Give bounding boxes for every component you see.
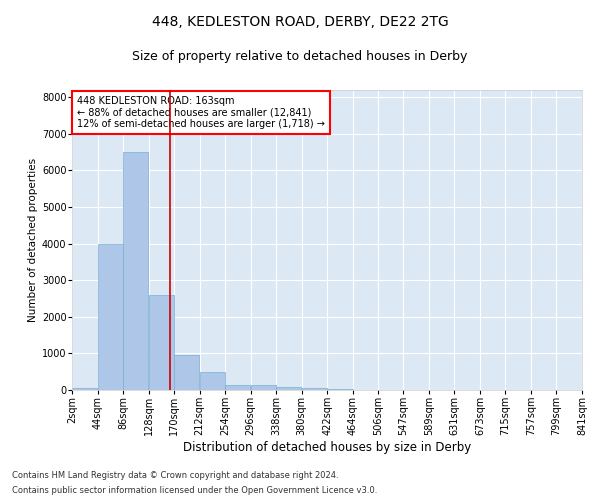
Bar [72,388,97,390]
Text: Contains public sector information licensed under the Open Government Licence v3: Contains public sector information licen… [12,486,377,495]
Bar [123,152,148,390]
Text: Contains HM Land Registry data © Crown copyright and database right 2024.: Contains HM Land Registry data © Crown c… [12,471,338,480]
Text: Size of property relative to detached houses in Derby: Size of property relative to detached ho… [133,50,467,63]
Bar [251,386,276,390]
Bar [200,372,225,390]
Text: 448, KEDLESTON ROAD, DERBY, DE22 2TG: 448, KEDLESTON ROAD, DERBY, DE22 2TG [152,15,448,29]
Text: 448 KEDLESTON ROAD: 163sqm
← 88% of detached houses are smaller (12,841)
12% of : 448 KEDLESTON ROAD: 163sqm ← 88% of deta… [77,96,325,129]
X-axis label: Distribution of detached houses by size in Derby: Distribution of detached houses by size … [183,440,471,454]
Y-axis label: Number of detached properties: Number of detached properties [28,158,38,322]
Bar [98,244,123,390]
Bar [302,388,327,390]
Bar [225,384,250,390]
Bar [328,389,353,390]
Bar [276,388,301,390]
Bar [149,295,174,390]
Bar [174,355,199,390]
